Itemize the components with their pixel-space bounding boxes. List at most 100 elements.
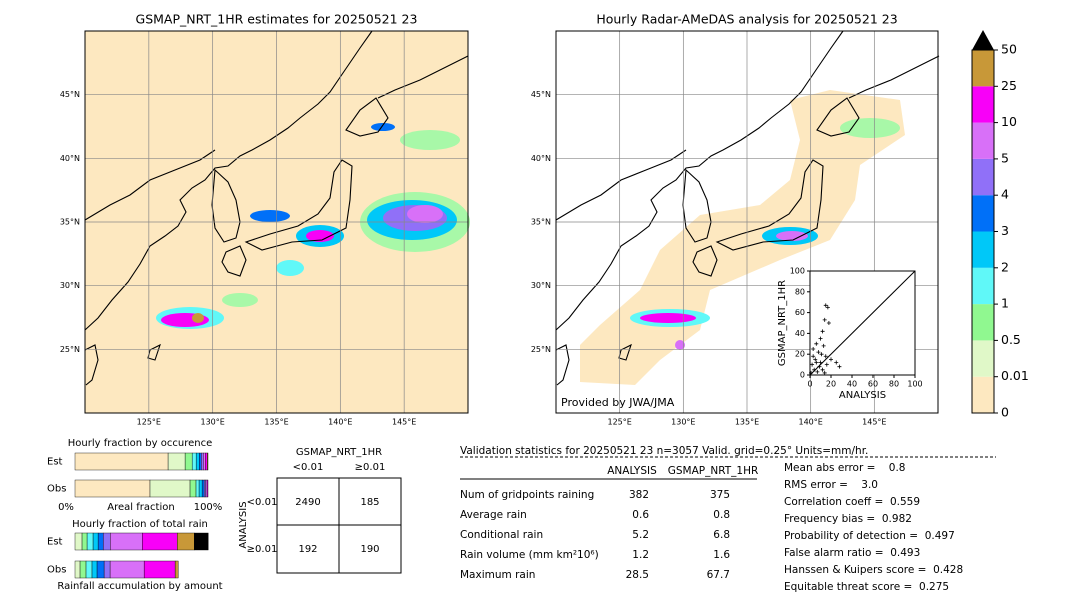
- y-tick-label: 100: [790, 267, 805, 276]
- y-tick-label: 20: [795, 350, 805, 359]
- table-cell: 192: [298, 544, 317, 555]
- colorbar-segment: [972, 340, 994, 377]
- colorbar-segment: [972, 122, 994, 159]
- table-title: GSMAP_NRT_1HR: [296, 447, 382, 458]
- scatter-point: [815, 369, 820, 374]
- stats-value: 67.7: [707, 569, 730, 581]
- lat-label: 40°N: [60, 154, 80, 163]
- fraction-segment: [143, 560, 176, 579]
- colorbar-label: 0.5: [1001, 332, 1021, 347]
- lat-label: 45°N: [60, 90, 80, 99]
- colorbar-label: 5: [1001, 150, 1009, 165]
- fraction-segment: [174, 560, 179, 579]
- axis-label: 100%: [194, 502, 223, 513]
- lat-label: 30°N: [60, 281, 80, 290]
- row-label: Est: [47, 457, 63, 468]
- fraction-segment: [79, 560, 87, 579]
- y-tick-label: 40: [795, 329, 805, 338]
- scatter-point: [821, 343, 826, 348]
- x-tick-label: 60: [868, 380, 878, 389]
- lat-label: 25°N: [531, 345, 551, 354]
- lon-label: 130°E: [201, 418, 225, 427]
- stats-value: 6.8: [713, 529, 730, 541]
- stats-value: 1.2: [632, 549, 649, 561]
- x-tick-label: 100: [907, 380, 922, 389]
- rain-field: [156, 123, 470, 329]
- stats-header: Validation statistics for 20250521 23 n=…: [460, 445, 868, 457]
- fraction-segment: [201, 479, 205, 498]
- fraction-segment: [85, 560, 93, 579]
- panel-footer: Rainfall accumulation by amount: [57, 581, 222, 592]
- x-tick-label: 80: [889, 380, 899, 389]
- fraction-segment: [74, 532, 83, 551]
- score: Equitable threat score = 0.275: [784, 581, 949, 593]
- scatter-point: [826, 321, 831, 325]
- lat-label: 25°N: [60, 345, 80, 354]
- score: Correlation coeff = 0.559: [784, 496, 920, 508]
- fraction-segment: [103, 560, 111, 579]
- scatter-point: [818, 336, 823, 341]
- colorbar-segment: [972, 50, 994, 87]
- fraction-segment: [92, 532, 99, 551]
- table-cell: 2490: [295, 497, 320, 508]
- axis-label: 0%: [58, 502, 74, 513]
- colorbar-extension: [972, 30, 994, 50]
- map-frame: [84, 30, 469, 414]
- colorbar-label: 0: [1001, 405, 1009, 420]
- scatter-point: [813, 357, 818, 362]
- fraction-segment: [201, 452, 204, 471]
- row-label: <0.01: [247, 497, 278, 508]
- lat-label: 40°N: [531, 154, 551, 163]
- fraction-segment: [97, 532, 104, 551]
- scatter-point: [819, 352, 824, 357]
- table-cell: 185: [360, 497, 379, 508]
- colorbar-label: 50: [1001, 42, 1017, 57]
- fraction-segment: [81, 532, 88, 551]
- stats-value: 375: [710, 489, 730, 501]
- scatter-point: [814, 341, 819, 346]
- stats-column: GSMAP_NRT_1HR: [668, 465, 759, 477]
- map-frame: [555, 30, 939, 414]
- colorbar-label: 1: [1001, 296, 1009, 311]
- scatter-point: [834, 360, 839, 365]
- map-title: Hourly Radar-AMeDAS analysis for 2025052…: [596, 12, 897, 27]
- score: Probability of detection = 0.497: [784, 530, 955, 542]
- colorbar-segment: [972, 267, 994, 305]
- scatter-point: [825, 305, 830, 310]
- fraction-segment: [74, 560, 81, 579]
- fraction-segment: [167, 452, 186, 471]
- scatter-point: [820, 329, 825, 334]
- scatter-point: [818, 360, 823, 365]
- stats-value: 0.8: [713, 509, 730, 521]
- fraction-segment: [194, 532, 209, 551]
- scatter-point: [816, 350, 821, 355]
- fraction-segment: [109, 560, 145, 579]
- fraction-segment: [86, 532, 94, 551]
- y-tick-label: 60: [795, 308, 805, 317]
- colorbar-segment: [972, 86, 994, 123]
- score: False alarm ratio = 0.493: [784, 547, 920, 559]
- lat-label: 35°N: [531, 218, 551, 227]
- score: Frequency bias = 0.982: [784, 513, 912, 525]
- fraction-segment: [195, 479, 200, 498]
- colorbar-segment: [972, 304, 994, 341]
- lon-label: 135°E: [264, 418, 288, 427]
- row-title: ANALYSIS: [238, 501, 249, 548]
- fraction-segment: [206, 479, 209, 498]
- fraction-segment: [205, 452, 208, 471]
- y-tick-label: 0: [800, 371, 805, 380]
- scatter-point: [809, 370, 814, 375]
- stats-value: 0.6: [632, 509, 649, 521]
- panel-title: Hourly fraction of total rain: [72, 519, 208, 530]
- scatter-point: [811, 347, 816, 351]
- colorbar-segment: [972, 158, 994, 196]
- fraction-segment: [203, 479, 206, 498]
- col-label: ≥0.01: [355, 462, 386, 473]
- scatter-point: [824, 362, 829, 367]
- stats-column: ANALYSIS: [607, 465, 657, 477]
- lon-label: 125°E: [137, 418, 161, 427]
- stats-value: 28.5: [626, 569, 649, 581]
- fraction-segment: [198, 479, 203, 498]
- scatter-point: [820, 367, 825, 372]
